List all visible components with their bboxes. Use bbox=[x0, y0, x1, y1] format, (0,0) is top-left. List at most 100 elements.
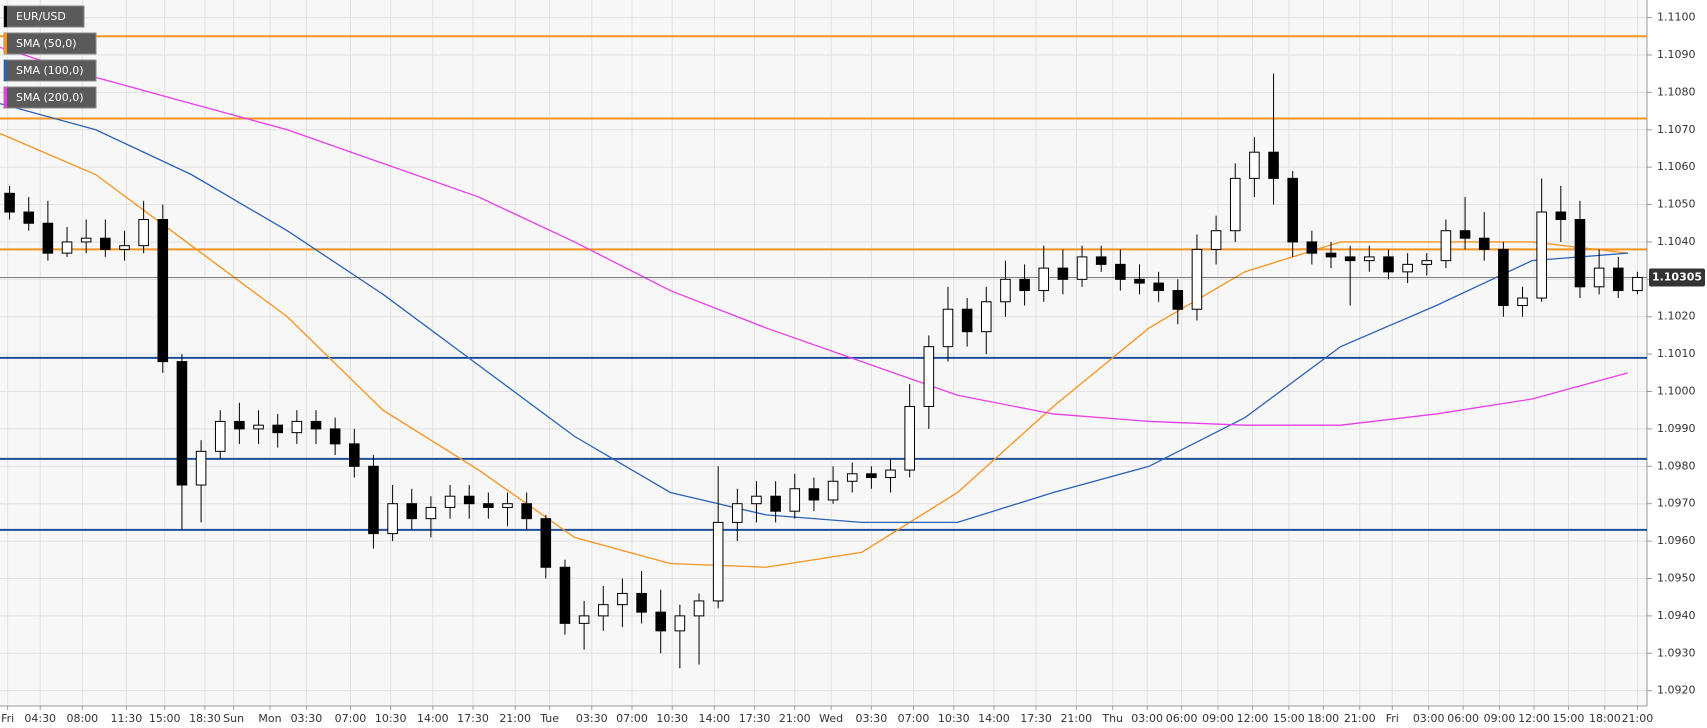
x-tick-label: 07:00 bbox=[335, 712, 367, 725]
x-tick-label: 07:00 bbox=[616, 712, 648, 725]
y-tick-label: 1.0930 bbox=[1657, 646, 1696, 659]
candle-body bbox=[463, 495, 475, 505]
x-tick-label: Mon bbox=[258, 712, 281, 725]
candle-body bbox=[4, 192, 15, 213]
candle-body bbox=[272, 424, 283, 434]
legend-swatch bbox=[4, 60, 7, 81]
legend-entry: SMA (100,0) bbox=[3, 59, 97, 82]
candle-body bbox=[61, 241, 73, 254]
candle-body bbox=[1498, 248, 1509, 307]
x-tick-label: 03:30 bbox=[291, 712, 323, 725]
y-tick-label: 1.1070 bbox=[1657, 123, 1696, 136]
x-tick-label: 15:00 bbox=[149, 712, 181, 725]
candle-body bbox=[195, 450, 207, 486]
x-tick-label: 18:00 bbox=[1307, 712, 1339, 725]
x-tick-label: Fri bbox=[1, 712, 14, 725]
x-tick-label: 10:30 bbox=[656, 712, 688, 725]
candle-body bbox=[1115, 263, 1126, 280]
x-tick-label: 21:00 bbox=[1060, 712, 1092, 725]
x-tick-label: 14:00 bbox=[417, 712, 449, 725]
candle-body bbox=[234, 420, 245, 430]
candle-body bbox=[751, 495, 762, 505]
candle-body bbox=[425, 506, 437, 520]
candle-body bbox=[1019, 278, 1030, 292]
x-tick-label: 15:00 bbox=[1273, 712, 1305, 725]
candle-body bbox=[1210, 230, 1222, 250]
candle-body bbox=[521, 503, 532, 520]
x-tick-label: 07:00 bbox=[898, 712, 930, 725]
candle-body bbox=[1593, 267, 1605, 288]
legend-entry: SMA (50,0) bbox=[3, 32, 97, 55]
candle-body bbox=[1536, 211, 1547, 299]
candle-body bbox=[789, 488, 801, 512]
x-tick-label: 09:00 bbox=[1484, 712, 1516, 725]
candle-body bbox=[712, 521, 724, 602]
candle-body bbox=[483, 503, 494, 508]
candle-body bbox=[732, 503, 743, 523]
x-tick-label: 21:00 bbox=[1622, 712, 1654, 725]
x-tick-label: 03:00 bbox=[1131, 712, 1163, 725]
candle-body bbox=[1000, 278, 1011, 303]
legend-swatch bbox=[4, 33, 7, 54]
x-tick-label: 18:30 bbox=[189, 712, 221, 725]
y-tick-label: 1.1090 bbox=[1657, 48, 1696, 61]
candle-body bbox=[1229, 177, 1241, 232]
legend-entry: EUR/USD bbox=[3, 5, 85, 28]
candle-body bbox=[1249, 151, 1260, 179]
candle-body bbox=[1612, 267, 1624, 292]
y-tick-label: 1.0990 bbox=[1657, 422, 1696, 435]
candle-body bbox=[617, 592, 628, 606]
candle-body bbox=[636, 592, 647, 613]
candle-body bbox=[1038, 267, 1050, 292]
legend-label: SMA (100,0) bbox=[16, 64, 84, 77]
candle-body bbox=[1344, 256, 1356, 262]
sma-line bbox=[0, 132, 1628, 568]
candle-body bbox=[349, 443, 360, 467]
candle-body bbox=[808, 488, 820, 501]
candle-body bbox=[866, 473, 877, 479]
x-tick-label: 06:00 bbox=[1166, 712, 1198, 725]
x-tick-label: 10:30 bbox=[375, 712, 407, 725]
candle-body bbox=[1383, 256, 1394, 273]
candle-body bbox=[1517, 297, 1528, 307]
y-tick-label: 1.0960 bbox=[1657, 534, 1696, 547]
candle-body bbox=[1153, 282, 1164, 292]
x-tick-label: 14:00 bbox=[698, 712, 730, 725]
legend-entry: SMA (200,0) bbox=[3, 86, 97, 109]
legend-swatch bbox=[4, 6, 7, 27]
candle-body bbox=[655, 611, 667, 632]
x-tick-label: 17:30 bbox=[1020, 712, 1052, 725]
legend-label: SMA (200,0) bbox=[16, 91, 84, 104]
x-tick-label: 03:30 bbox=[856, 712, 888, 725]
candle-body bbox=[1191, 248, 1203, 310]
candle-body bbox=[540, 518, 552, 568]
y-tick-label: 1.0980 bbox=[1657, 459, 1696, 472]
x-tick-label: 12:00 bbox=[1518, 712, 1550, 725]
plot-background bbox=[0, 0, 1647, 706]
candle-body bbox=[1440, 230, 1452, 262]
candle-body bbox=[1574, 219, 1586, 288]
candle-body bbox=[885, 469, 896, 479]
x-tick-label: Sun bbox=[223, 712, 244, 725]
legend-label: EUR/USD bbox=[16, 10, 66, 23]
candle-body bbox=[42, 222, 54, 254]
candle-body bbox=[502, 503, 513, 508]
candle-body bbox=[1402, 263, 1413, 273]
candle-body bbox=[904, 405, 915, 471]
y-tick-label: 1.1010 bbox=[1657, 347, 1696, 360]
candle-body bbox=[1172, 290, 1184, 310]
candle-body bbox=[310, 420, 322, 430]
x-tick-label: 11:30 bbox=[111, 712, 143, 725]
x-tick-label: 03:30 bbox=[576, 712, 608, 725]
x-tick-label: 03:00 bbox=[1413, 712, 1445, 725]
x-tick-label: 21:00 bbox=[499, 712, 531, 725]
price-label-box bbox=[1649, 268, 1705, 287]
candle-body bbox=[1057, 267, 1069, 280]
candle-body bbox=[846, 473, 858, 482]
candle-body bbox=[1134, 278, 1145, 284]
candle-body bbox=[100, 237, 111, 250]
x-tick-label: 21:00 bbox=[1344, 712, 1376, 725]
y-tick-label: 1.1060 bbox=[1657, 160, 1696, 173]
candle-body bbox=[1632, 276, 1643, 292]
x-tick-label: 17:30 bbox=[739, 712, 771, 725]
